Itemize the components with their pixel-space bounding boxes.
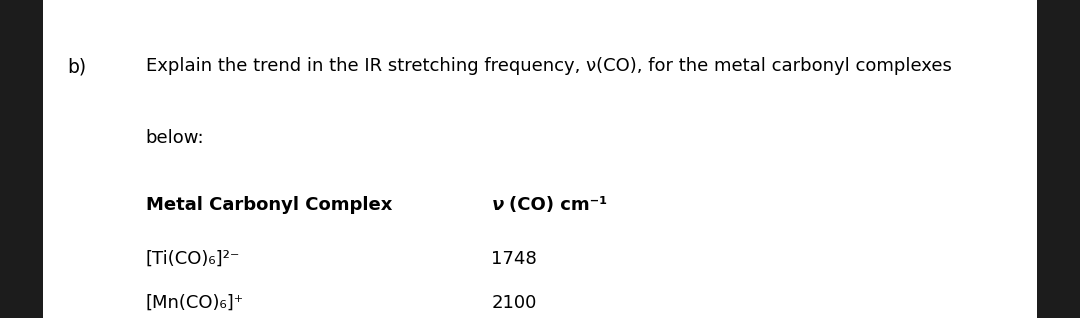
Text: Metal Carbonyl Complex: Metal Carbonyl Complex xyxy=(146,196,392,214)
Text: Explain the trend in the IR stretching frequency, ν(CO), for the metal carbonyl : Explain the trend in the IR stretching f… xyxy=(146,57,951,75)
Text: b): b) xyxy=(67,57,86,76)
Text: ν: ν xyxy=(491,196,503,214)
Text: [Ti(CO)₆]²⁻: [Ti(CO)₆]²⁻ xyxy=(146,250,240,268)
Text: below:: below: xyxy=(146,129,204,147)
Text: 1748: 1748 xyxy=(491,250,537,268)
Text: 2100: 2100 xyxy=(491,294,537,312)
Text: [Mn(CO)₆]⁺: [Mn(CO)₆]⁺ xyxy=(146,294,244,312)
Text: (CO) cm⁻¹: (CO) cm⁻¹ xyxy=(509,196,607,214)
